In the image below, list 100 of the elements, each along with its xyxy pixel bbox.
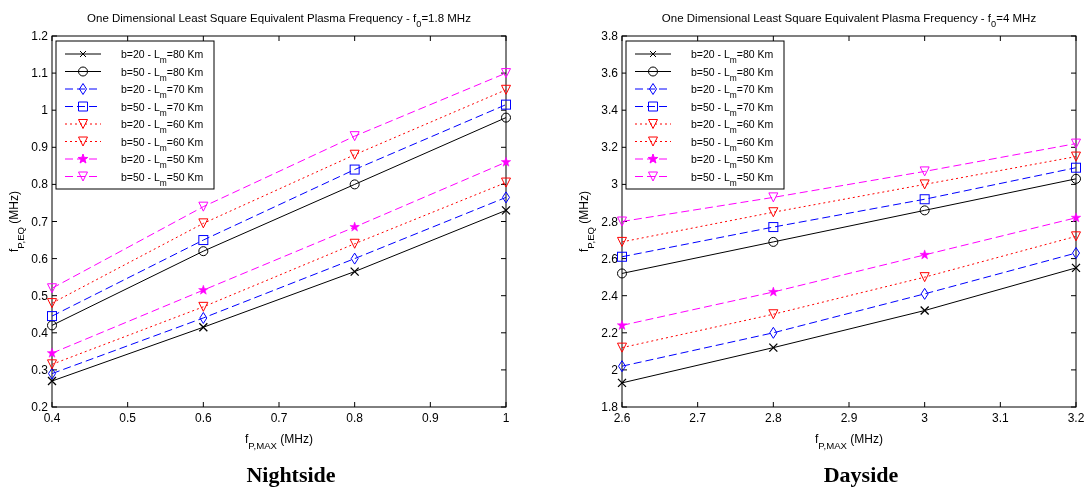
point	[349, 164, 360, 175]
point	[198, 301, 209, 312]
point	[768, 236, 779, 247]
y-tick-label: 2.6	[601, 251, 619, 266]
point	[349, 221, 360, 232]
y-tick-label: 0.2	[31, 400, 49, 414]
point	[501, 205, 511, 216]
point	[919, 179, 930, 190]
point	[768, 309, 779, 320]
point	[617, 342, 627, 353]
x-tick-label: 2.8	[764, 411, 782, 425]
point	[1071, 231, 1081, 242]
x-axis-title: f$_{P,MAX}$ (MHz)	[245, 432, 313, 451]
chart-title: One Dimensional Least Square Equivalent Plasma Frequency - f$_{0}$=1.8 MHz	[87, 12, 472, 29]
legend-label: b=50 - L$_{m}$=50 Km	[691, 170, 774, 188]
y-tick-label: 0.7	[31, 214, 49, 229]
point	[617, 251, 627, 262]
point	[47, 311, 57, 322]
legend-label: b=20 - L$_{m}$=80 Km	[121, 48, 204, 65]
point	[47, 320, 57, 331]
legend-label: b=20 - L$_{m}$=70 Km	[121, 83, 204, 100]
point	[46, 347, 58, 358]
point	[919, 166, 930, 177]
legend-label: b=20 - L$_{m}$=50 Km	[691, 153, 774, 170]
point	[198, 322, 208, 332]
x-tick-label: 1	[502, 411, 510, 425]
point	[47, 359, 57, 370]
point	[617, 268, 627, 279]
x-tick-label: 0.5	[119, 411, 137, 425]
x-tick-label: 2.7	[689, 411, 707, 425]
point	[47, 376, 57, 386]
x-axis-title: f$_{P,MAX}$ (MHz)	[815, 432, 883, 451]
y-tick-label: 3	[611, 177, 619, 192]
point	[768, 207, 779, 218]
x-tick-label: 3.2	[1067, 411, 1085, 425]
point	[349, 149, 360, 160]
x-tick-label: 3	[921, 411, 929, 425]
point	[349, 238, 360, 249]
y-tick-label: 1.2	[31, 29, 49, 43]
x-tick-label: 2.9	[840, 411, 858, 425]
point	[768, 286, 779, 297]
y-tick-label: 0.8	[31, 177, 49, 192]
point	[617, 236, 627, 247]
point	[198, 201, 209, 212]
point	[768, 192, 779, 203]
y-tick-label: 2.2	[601, 325, 619, 340]
point	[1071, 162, 1081, 173]
point	[1070, 212, 1082, 223]
y-tick-label: 3.4	[601, 103, 619, 118]
point	[1071, 173, 1081, 184]
point	[198, 284, 209, 295]
point	[47, 283, 57, 294]
point	[350, 266, 360, 277]
y-tick-label: 0.4	[31, 325, 49, 340]
point	[501, 68, 511, 79]
x-tick-label: 3.1	[991, 411, 1009, 425]
point	[768, 222, 779, 233]
text: Nightside	[246, 462, 336, 487]
point	[1071, 263, 1081, 273]
x-tick-label: 0.6	[194, 411, 212, 425]
legend-label: b=50 - L$_{m}$=60 Km	[121, 135, 204, 153]
legend-label: b=50 - L$_{m}$=80 Km	[121, 65, 204, 83]
y-tick-label: 3.2	[601, 140, 619, 155]
y-tick-label: 2	[611, 362, 619, 377]
point	[198, 218, 209, 229]
y-tick-label: 3.6	[601, 66, 619, 81]
y-tick-label: 0.3	[31, 362, 49, 377]
x-tick-label: 0.8	[346, 411, 364, 425]
legend-label: b=20 - L$_{m}$=80 Km	[691, 48, 774, 65]
y-tick-label: 2.8	[601, 214, 619, 229]
legend-label: b=50 - L$_{m}$=60 Km	[691, 135, 774, 153]
point	[617, 216, 627, 227]
point	[1071, 138, 1081, 149]
point	[501, 99, 511, 110]
point	[919, 249, 930, 260]
legend-label: b=50 - L$_{m}$=50 Km	[121, 170, 204, 188]
y-tick-label: 0.6	[31, 251, 49, 266]
y-tick-label: 2.4	[601, 288, 619, 303]
x-tick-label: 0.7	[270, 411, 288, 425]
point	[198, 246, 209, 257]
point	[349, 179, 360, 190]
point	[198, 235, 209, 246]
point	[47, 298, 57, 309]
point	[616, 320, 628, 330]
point	[920, 305, 930, 316]
point	[1071, 151, 1081, 162]
point	[768, 342, 778, 353]
point	[501, 84, 511, 95]
legend-label: b=50 - L$_{m}$=70 Km	[121, 100, 204, 118]
point	[501, 112, 511, 123]
point	[919, 194, 930, 205]
y-tick-label: 0.9	[31, 140, 49, 155]
legend-label: b=50 - L$_{m}$=70 Km	[691, 100, 774, 118]
legend-label: b=20 - L$_{m}$=60 Km	[691, 118, 774, 135]
point	[919, 205, 930, 216]
y-tick-label: 1	[41, 103, 49, 118]
legend-label: b=20 - L$_{m}$=60 Km	[121, 118, 204, 135]
x-tick-label: 0.9	[421, 411, 439, 425]
legend-label: b=20 - L$_{m}$=50 Km	[121, 153, 204, 170]
point	[919, 272, 930, 283]
